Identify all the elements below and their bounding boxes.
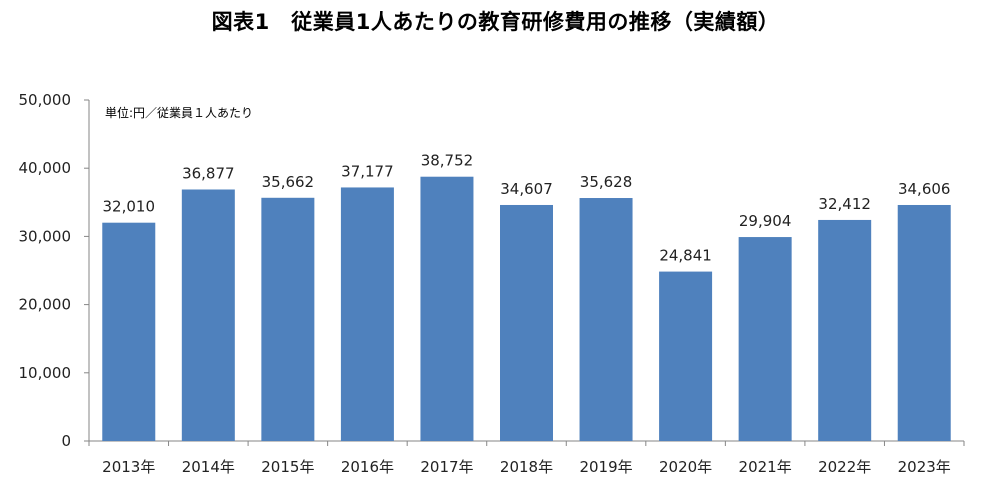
chart-title: 図表1 従業員1人あたりの教育研修費用の推移（実績額） bbox=[211, 10, 780, 34]
x-tick-label: 2021年 bbox=[739, 458, 792, 476]
x-axis: 2013年 2014年 2015年 2016年 2017年 2018年 2019年 2020年… bbox=[88, 440, 965, 476]
y-tick-label: 10,000 bbox=[19, 364, 72, 382]
data-label: 32,010 bbox=[103, 198, 156, 216]
data-label: 35,628 bbox=[580, 173, 633, 191]
data-label: 37,177 bbox=[341, 162, 394, 180]
data-label: 29,904 bbox=[739, 212, 792, 230]
bar bbox=[500, 204, 553, 441]
x-tick-label: 2015年 bbox=[261, 458, 314, 476]
x-tick-label: 2016年 bbox=[341, 458, 394, 476]
data-label: 32,412 bbox=[818, 195, 871, 213]
x-tick-label: 2014年 bbox=[182, 458, 235, 476]
data-labels: 32,010 36,877 35,662 37,177 38,752 34,607 35,6… bbox=[103, 152, 951, 265]
data-label: 35,662 bbox=[262, 173, 315, 191]
data-label: 36,877 bbox=[182, 164, 235, 182]
y-tick-label: 50,000 bbox=[19, 91, 72, 109]
data-label: 34,607 bbox=[500, 180, 553, 198]
bar bbox=[261, 197, 315, 441]
bar bbox=[579, 198, 633, 441]
y-tick-label: 20,000 bbox=[19, 296, 72, 314]
x-tick-label: 2022年 bbox=[818, 458, 871, 476]
bar bbox=[102, 222, 156, 441]
y-axis: 0 10,000 20,000 30,000 40,000 50,000 bbox=[19, 91, 90, 450]
x-tick-label: 2020年 bbox=[659, 458, 712, 476]
bar bbox=[659, 271, 713, 441]
y-tick-label: 0 bbox=[61, 432, 71, 450]
x-tick-label: 2013年 bbox=[102, 458, 155, 476]
data-label: 24,841 bbox=[659, 247, 712, 265]
unit-note: 単位:円／従業員１人あたり bbox=[105, 105, 253, 120]
data-label: 38,752 bbox=[421, 152, 474, 170]
x-tick-label: 2019年 bbox=[579, 458, 632, 476]
x-tick-label: 2017年 bbox=[420, 458, 473, 476]
y-tick-label: 30,000 bbox=[19, 227, 72, 245]
bar bbox=[340, 187, 394, 441]
x-tick-label: 2023年 bbox=[898, 458, 951, 476]
bars bbox=[102, 176, 951, 441]
bar bbox=[818, 219, 872, 441]
x-tick-label: 2018年 bbox=[500, 458, 553, 476]
bar bbox=[420, 176, 474, 441]
bar bbox=[181, 189, 235, 441]
bar bbox=[738, 237, 792, 441]
data-label: 34,606 bbox=[898, 180, 951, 198]
y-tick-label: 40,000 bbox=[19, 159, 72, 177]
bar bbox=[897, 204, 951, 441]
